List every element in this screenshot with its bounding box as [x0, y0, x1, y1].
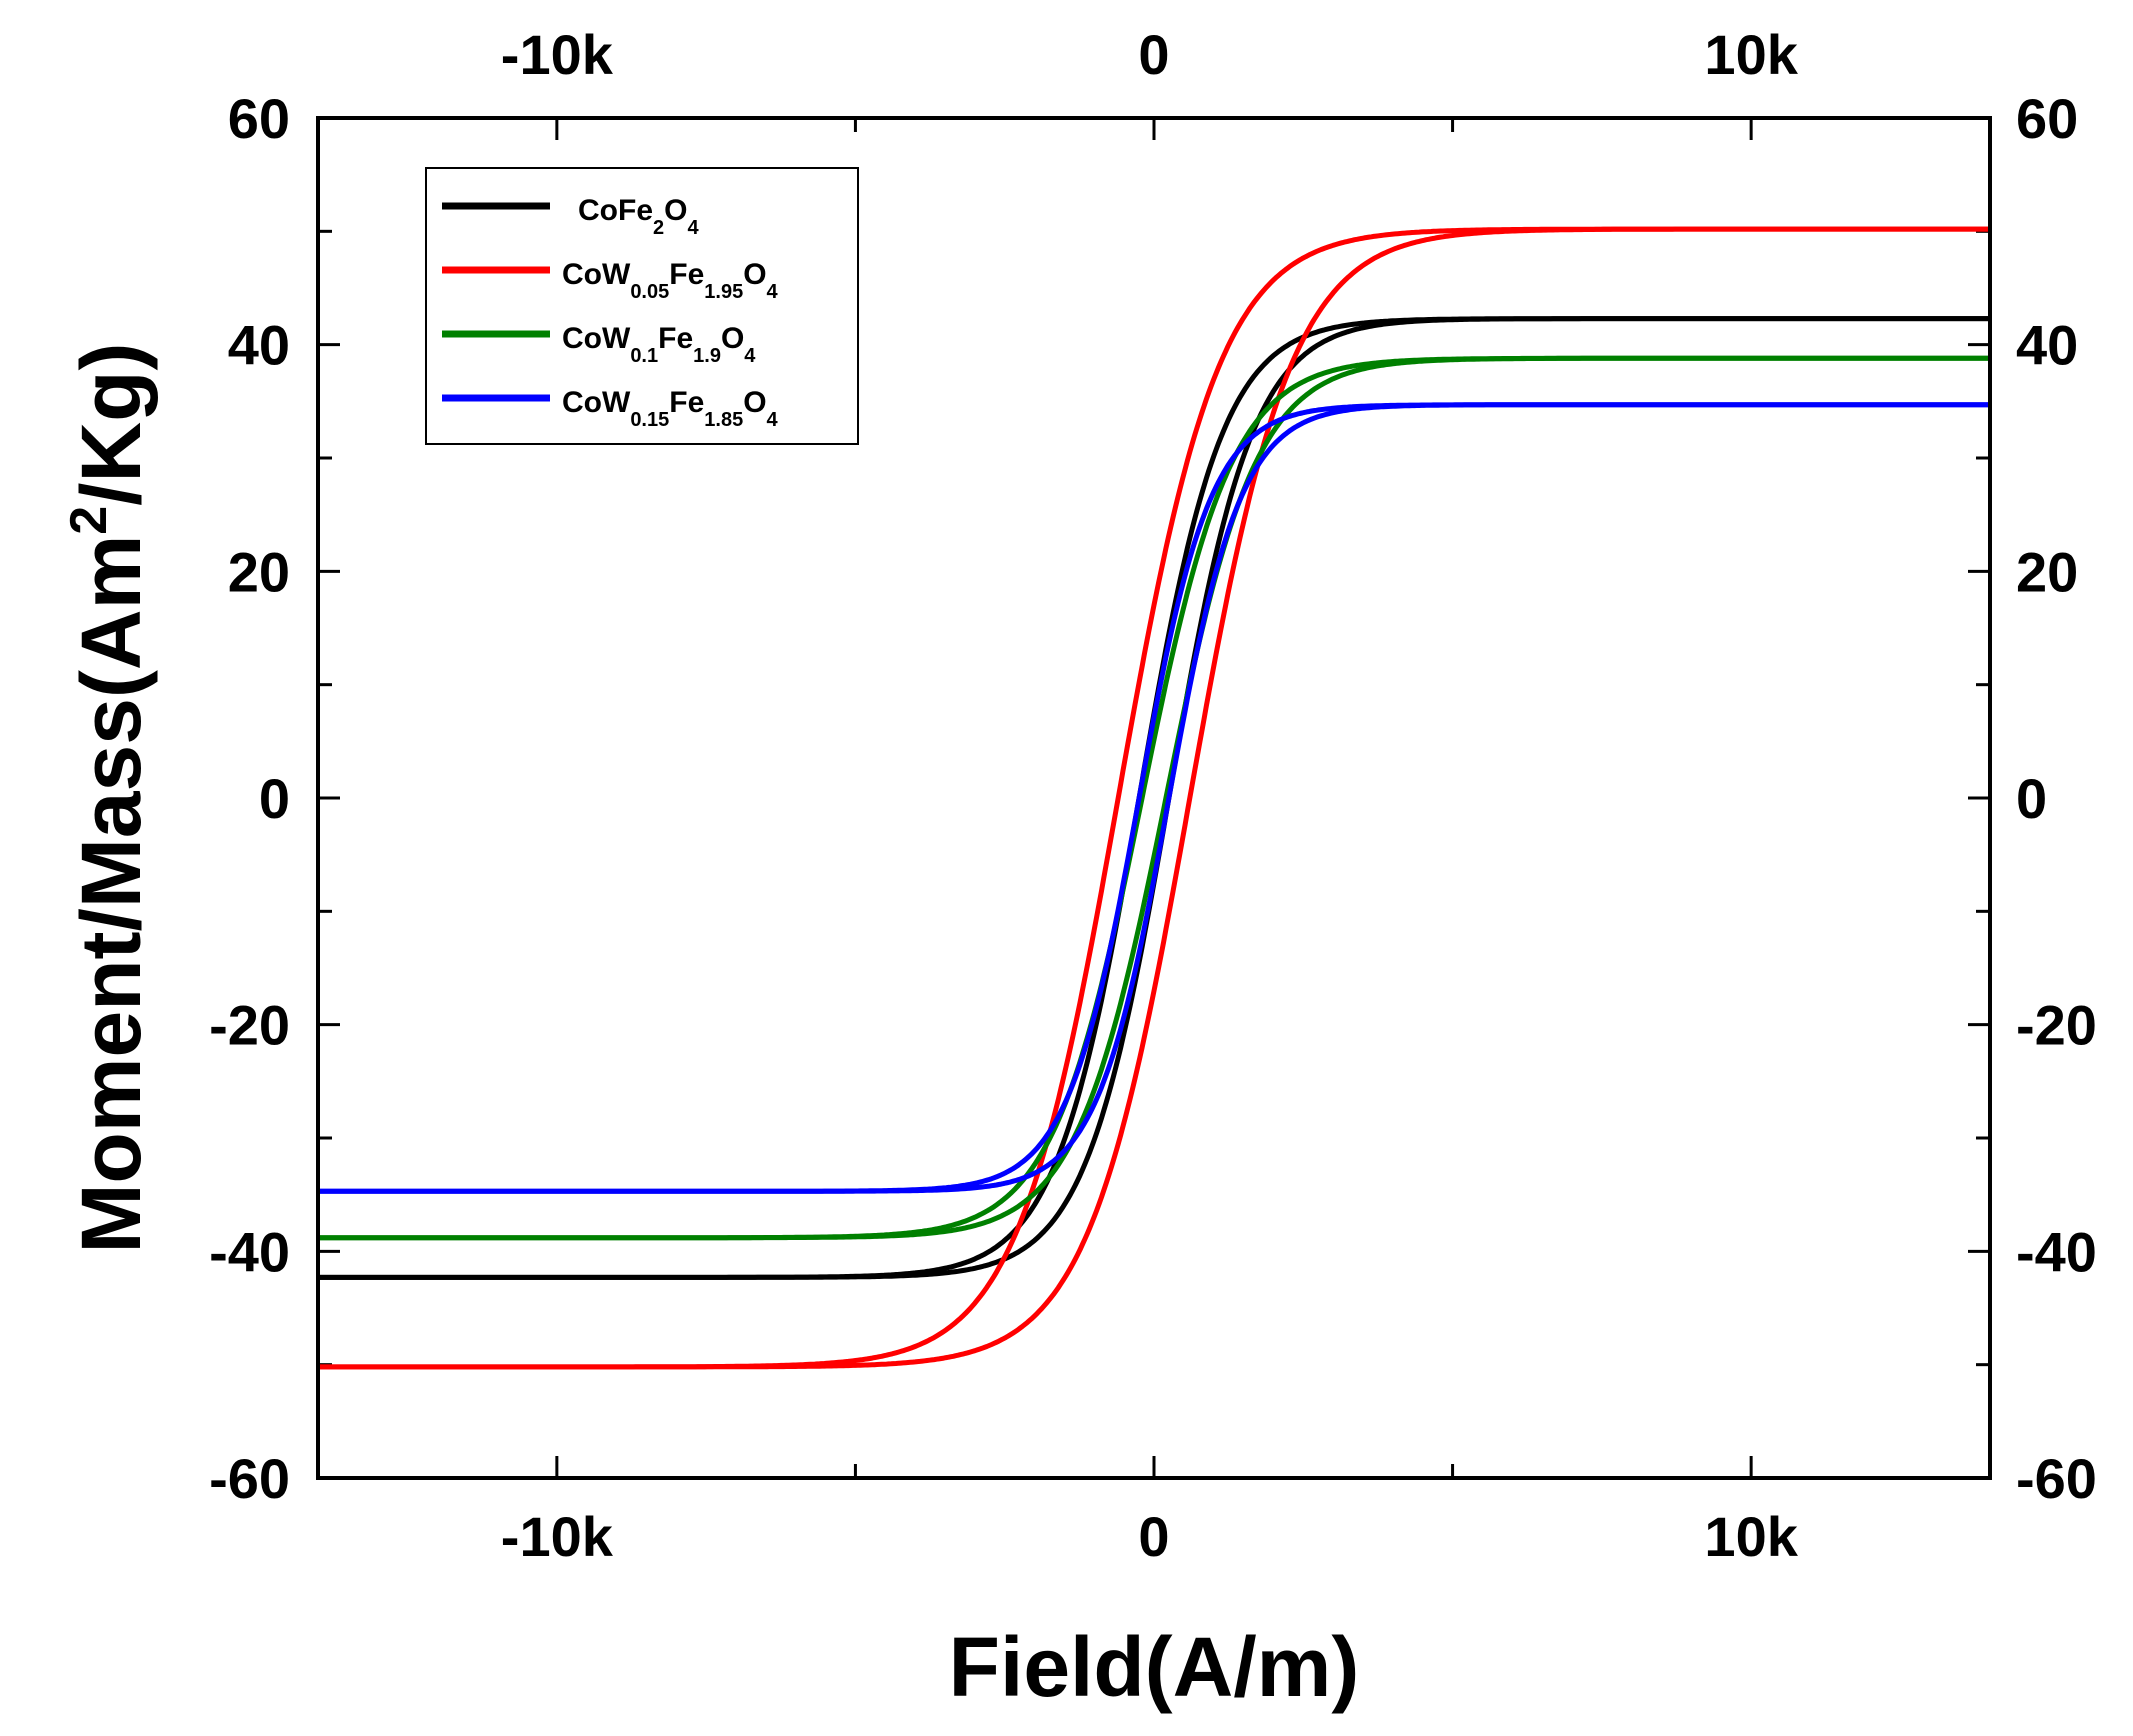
y-axis-title-part-2: /Kg) [64, 343, 158, 506]
x-tick-label-bottom: 10k [1704, 1505, 1798, 1568]
legend: CoFe2O4CoW0.05Fe1.95O4CoW0.1Fe1.9O4CoW0.… [425, 167, 859, 445]
legend-subscript: 0.1 [630, 345, 658, 367]
legend-text-part: O [743, 258, 766, 291]
legend-text-part: Fe [669, 386, 704, 419]
series-1-ascending-branch [317, 316, 1991, 1280]
legend-subscript: 4 [687, 217, 699, 239]
y-tick-label-left: 0 [259, 767, 290, 830]
legend-label: CoW0.1Fe1.9O4 [562, 322, 756, 367]
legend-text-part: O [664, 194, 687, 227]
y-tick-label-right: 20 [2016, 540, 2078, 603]
data-series [317, 226, 1991, 1370]
legend-text-part: O [721, 322, 744, 355]
series-4-descending-branch [317, 402, 1991, 1194]
legend-subscript: 4 [767, 409, 779, 431]
legend-subscript: 1.85 [704, 409, 743, 431]
y-tick-label-left: -60 [209, 1447, 290, 1510]
y-tick-label-left: -20 [209, 994, 290, 1057]
x-tick-label-top: -10k [501, 23, 614, 86]
y-tick-label-right: 60 [2016, 87, 2078, 150]
x-tick-label-bottom: -10k [501, 1505, 614, 1568]
legend-text-part: O [743, 386, 766, 419]
y-tick-label-right: -20 [2016, 994, 2097, 1057]
legend-text-part: CoW [562, 322, 631, 355]
legend-subscript: 2 [653, 217, 664, 239]
y-tick-label-left: 40 [228, 314, 290, 377]
y-tick-label-left: -40 [209, 1220, 290, 1283]
series-2-descending-branch [317, 226, 1991, 1370]
legend-label: CoW0.15Fe1.85O4 [562, 386, 779, 431]
legend-subscript: 1.9 [693, 345, 721, 367]
y-axis-title-superscript: 2 [60, 506, 118, 535]
legend-subscript: 1.95 [704, 281, 743, 303]
y-tick-label-left: 60 [228, 87, 290, 150]
legend-text-part: CoFe [578, 194, 653, 227]
legend-label: CoFe2O4 [578, 194, 699, 239]
legend-subscript: 0.15 [630, 409, 669, 431]
x-tick-label-top: 10k [1704, 23, 1798, 86]
x-axis-title: Field(A/m) [949, 1620, 1360, 1714]
plot-frame [316, 116, 1992, 1480]
series-4-ascending-branch [317, 402, 1991, 1194]
legend-subscript: 4 [744, 345, 756, 367]
legend-text-part: CoW [562, 258, 631, 291]
y-axis-title: Moment/Mass(Am2/Kg) [60, 343, 158, 1254]
legend-label: CoW0.05Fe1.95O4 [562, 258, 779, 303]
y-tick-label-right: 0 [2016, 767, 2047, 830]
series-3-ascending-branch [317, 355, 1991, 1241]
legend-subscript: 0.05 [630, 281, 669, 303]
y-tick-label-right: -60 [2016, 1447, 2097, 1510]
y-axis-title-part-1: Moment/Mass(Am [64, 535, 158, 1254]
series-1-descending-branch [317, 316, 1991, 1280]
y-tick-label-right: -40 [2016, 1220, 2097, 1283]
legend-text-part: CoW [562, 386, 631, 419]
legend-text-part: Fe [658, 322, 693, 355]
x-tick-label-top: 0 [1138, 23, 1169, 86]
y-tick-label-left: 20 [228, 540, 290, 603]
legend-text-part: Fe [669, 258, 704, 291]
series-3-descending-branch [317, 355, 1991, 1241]
y-tick-label-right: 40 [2016, 314, 2078, 377]
x-tick-label-bottom: 0 [1138, 1505, 1169, 1568]
legend-subscript: 4 [767, 281, 779, 303]
